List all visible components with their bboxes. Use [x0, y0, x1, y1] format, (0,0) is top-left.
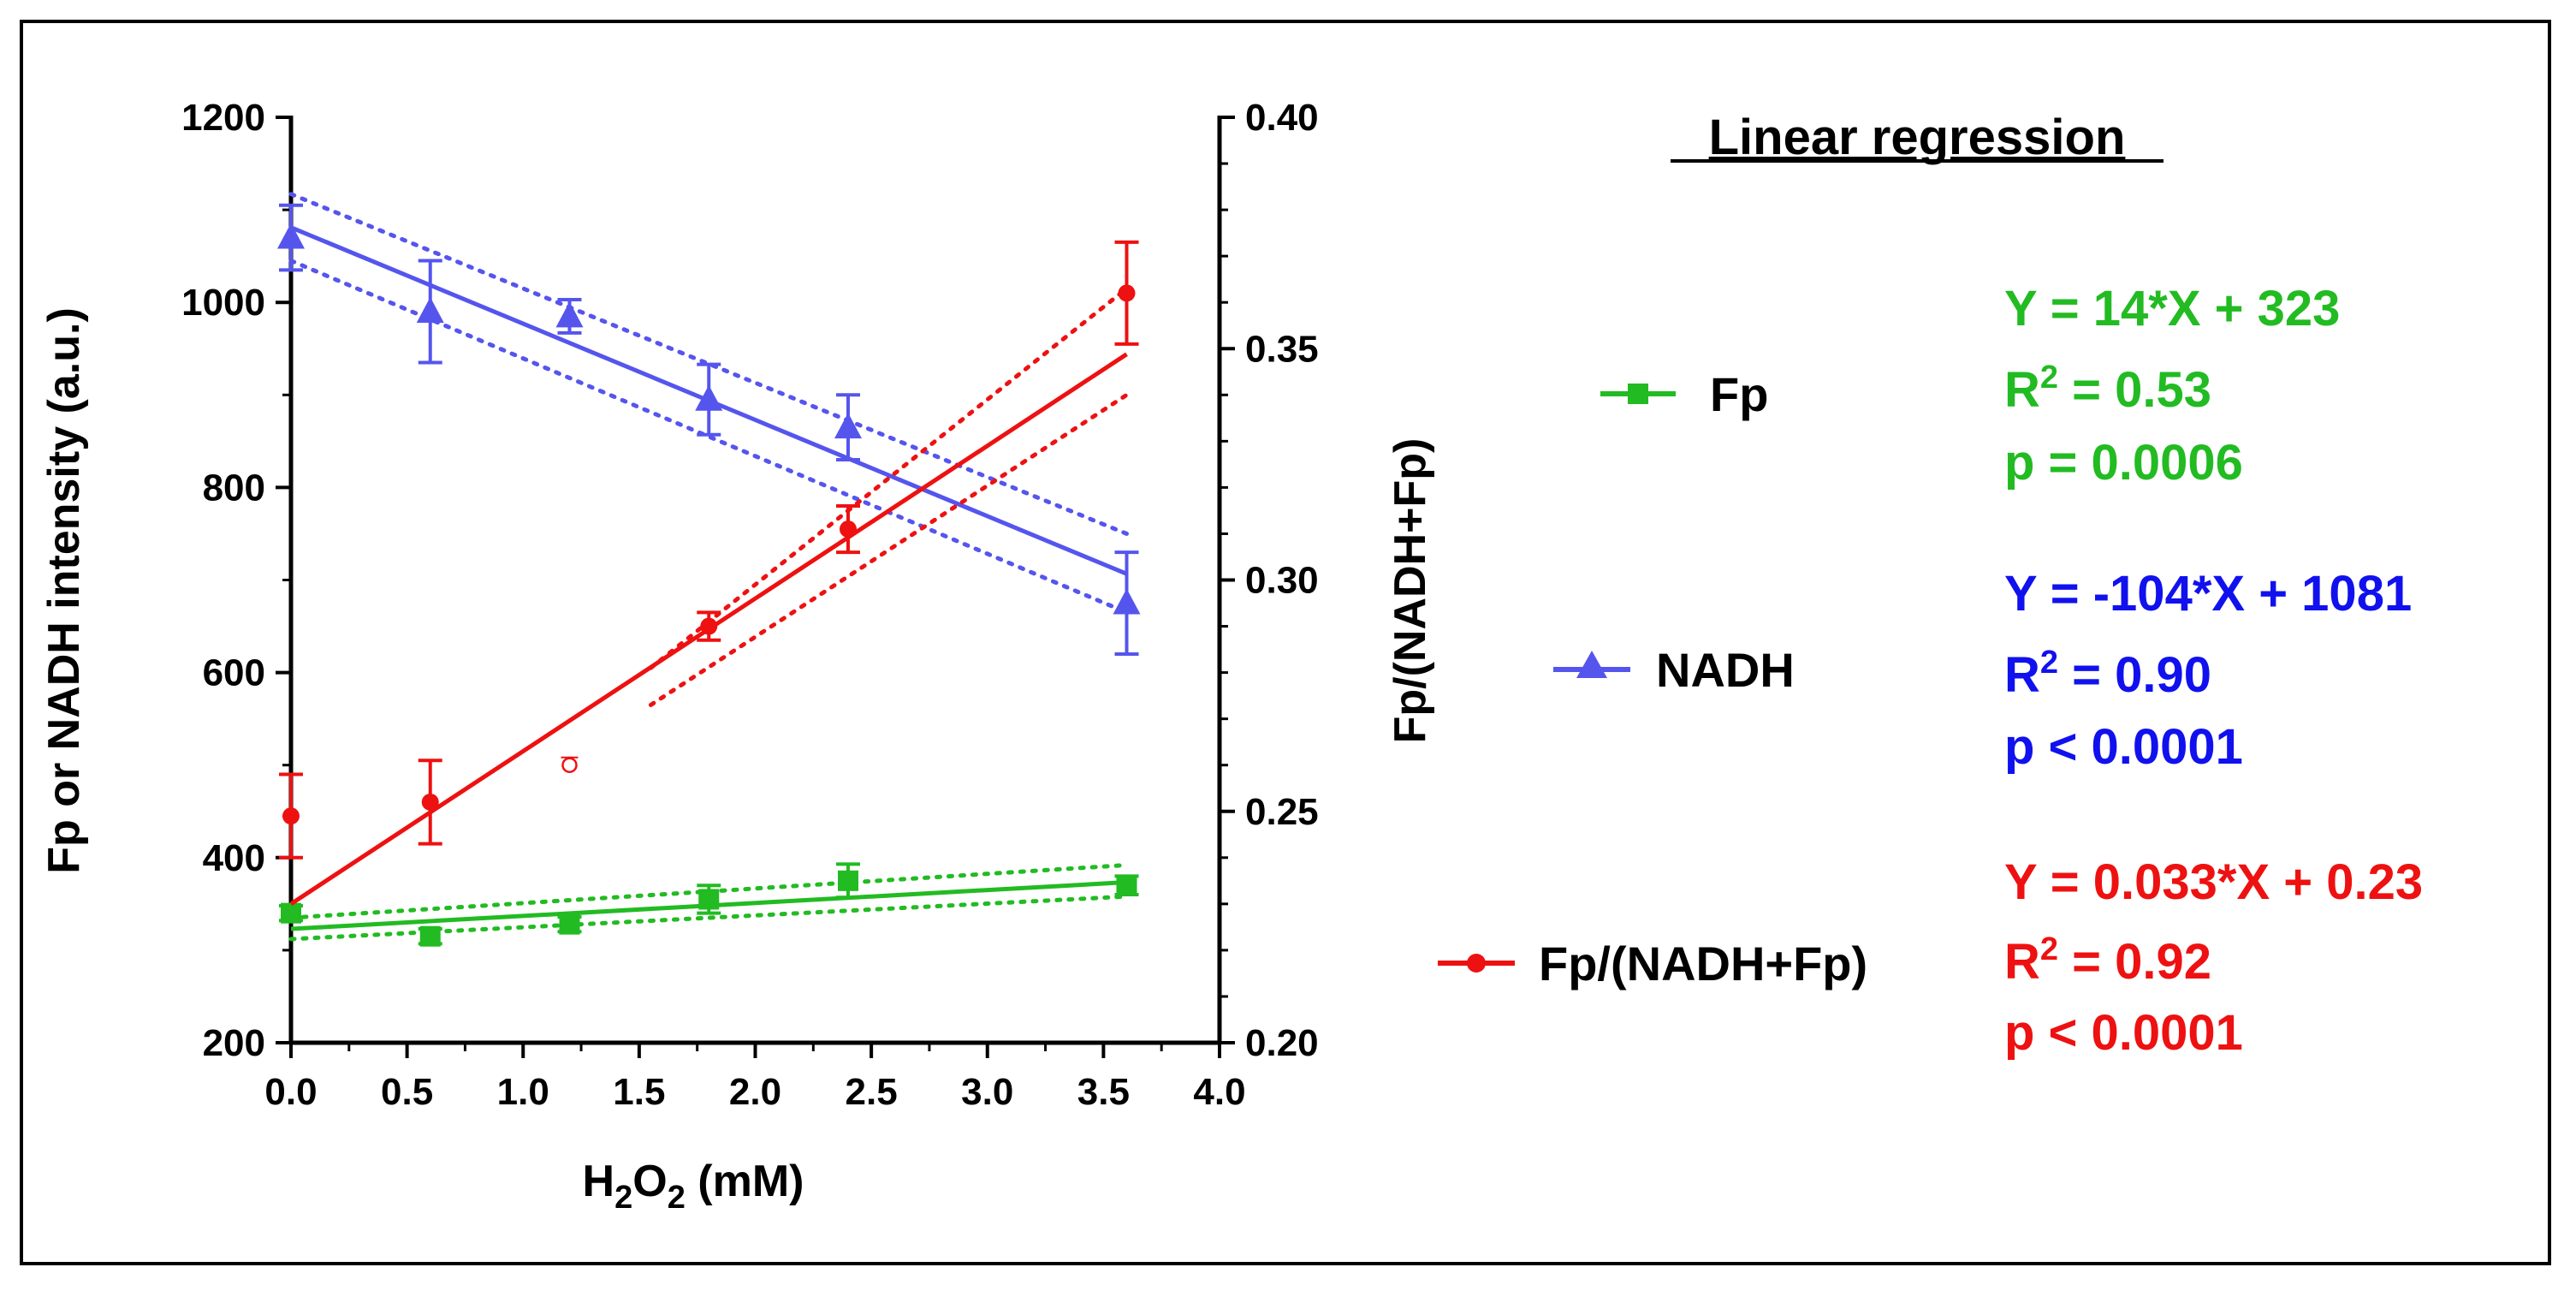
- x-tick-label: 3.5: [1077, 1071, 1130, 1113]
- regression-equation: Y = 14*X + 323: [2004, 281, 2340, 336]
- legend-triangle-marker: [1576, 651, 1607, 678]
- y-left-tick-label: 400: [203, 837, 265, 879]
- y-right-tick-label: 0.35: [1245, 328, 1319, 370]
- data-point-redox: [840, 521, 857, 538]
- regression-equation: Y = -104*X + 1081: [2004, 566, 2412, 622]
- data-point-nadh: [555, 301, 584, 328]
- legend-item-fp: Fp: [1600, 367, 1768, 421]
- y-left-tick-label: 1000: [181, 282, 265, 324]
- regression-block-fp: Y = 14*X + 323 R2 = 0.53 p = 0.0006: [2004, 281, 2340, 491]
- regression-block-nadh: Y = -104*X + 1081 R2 = 0.90 p < 0.0001: [2004, 566, 2412, 775]
- outlier-point: [561, 757, 578, 773]
- regression-r2: R2 = 0.92: [2004, 931, 2211, 990]
- data-point-nadh: [834, 413, 862, 439]
- data-point-fp: [838, 870, 858, 891]
- data-point-nadh: [1113, 588, 1141, 615]
- x-tick-label: 2.5: [846, 1071, 898, 1113]
- data-point-fp: [419, 925, 441, 947]
- y-left-tick-label: 1200: [181, 97, 265, 139]
- regression-r2: R2 = 0.90: [2004, 645, 2211, 703]
- data-point-fp: [698, 889, 720, 910]
- legend-item-nadh: NADH: [1553, 643, 1795, 697]
- y-left-tick-label: 200: [203, 1022, 265, 1064]
- x-tick-label: 2.0: [729, 1071, 781, 1113]
- confidence-band-line: [648, 392, 1129, 707]
- data-point-redox: [700, 617, 718, 635]
- legend-circle-marker: [1467, 954, 1486, 973]
- data-point-fp: [281, 902, 301, 924]
- regression-p: p < 0.0001: [2004, 1005, 2243, 1061]
- legend-label-fp: Fp: [1710, 367, 1768, 421]
- regression-p: p = 0.0006: [2004, 435, 2243, 491]
- y-axis-left-title: Fp or NADH intensity (a.u.): [39, 307, 89, 874]
- legend-label-redox: Fp/(NADH+Fp): [1539, 937, 1867, 991]
- regression-r2: R2 = 0.53: [2004, 360, 2211, 418]
- x-tick-label: 1.5: [613, 1071, 665, 1113]
- legend-item-redox: Fp/(NADH+Fp): [1438, 937, 1867, 991]
- data-point-nadh: [416, 297, 444, 324]
- confidence-band-line: [288, 259, 1129, 615]
- data-point-fp: [1116, 875, 1137, 896]
- data-point-nadh: [277, 223, 305, 249]
- y-right-tick-label: 0.25: [1245, 791, 1319, 833]
- plot-area: 0.0 0.5 1.0 1.5 2.0 2.5 3.0 3.5 4.0 200 400 600 800 1…: [181, 97, 1319, 1113]
- x-tick-label: 3.0: [961, 1071, 1013, 1113]
- y-left-tick-label: 800: [203, 467, 265, 509]
- regression-p: p < 0.0001: [2004, 719, 2243, 775]
- y-right-tick-label: 0.40: [1245, 97, 1319, 139]
- x-tick-label: 1.0: [497, 1071, 549, 1113]
- legend-label-nadh: NADH: [1656, 643, 1795, 697]
- regression-title: Linear regression: [1709, 110, 2126, 165]
- x-tick-label: 0.0: [264, 1071, 317, 1113]
- data-point-redox: [421, 793, 439, 811]
- data-point-redox: [282, 807, 300, 825]
- legend-square-marker: [1628, 384, 1648, 404]
- regression-equation: Y = 0.033*X + 0.23: [2004, 854, 2423, 910]
- x-tick-label: 0.5: [381, 1071, 433, 1113]
- data-point-nadh: [695, 384, 723, 411]
- x-tick-label: 4.0: [1193, 1071, 1245, 1113]
- regression-block-redox: Y = 0.033*X + 0.23 R2 = 0.92 p < 0.0001: [2004, 854, 2423, 1061]
- y-right-tick-label: 0.20: [1245, 1022, 1319, 1064]
- regression-panel: Linear regression Y = 14*X + 323 R2 = 0.…: [1671, 110, 2423, 1061]
- confidence-band-line: [648, 286, 1129, 670]
- confidence-band-line: [288, 894, 1129, 942]
- data-point-fp: [559, 913, 580, 935]
- x-axis-title: H2O2 (mM): [583, 1157, 804, 1216]
- data-point-redox: [1118, 284, 1136, 302]
- y-right-tick-label: 0.30: [1245, 560, 1319, 602]
- legend: Fp NADH Fp/(NADH+Fp): [1438, 367, 1867, 991]
- y-left-tick-label: 600: [203, 652, 265, 694]
- figure-frame: [20, 20, 2551, 1265]
- y-axis-right-title: Fp/(NADH+Fp): [1386, 438, 1435, 744]
